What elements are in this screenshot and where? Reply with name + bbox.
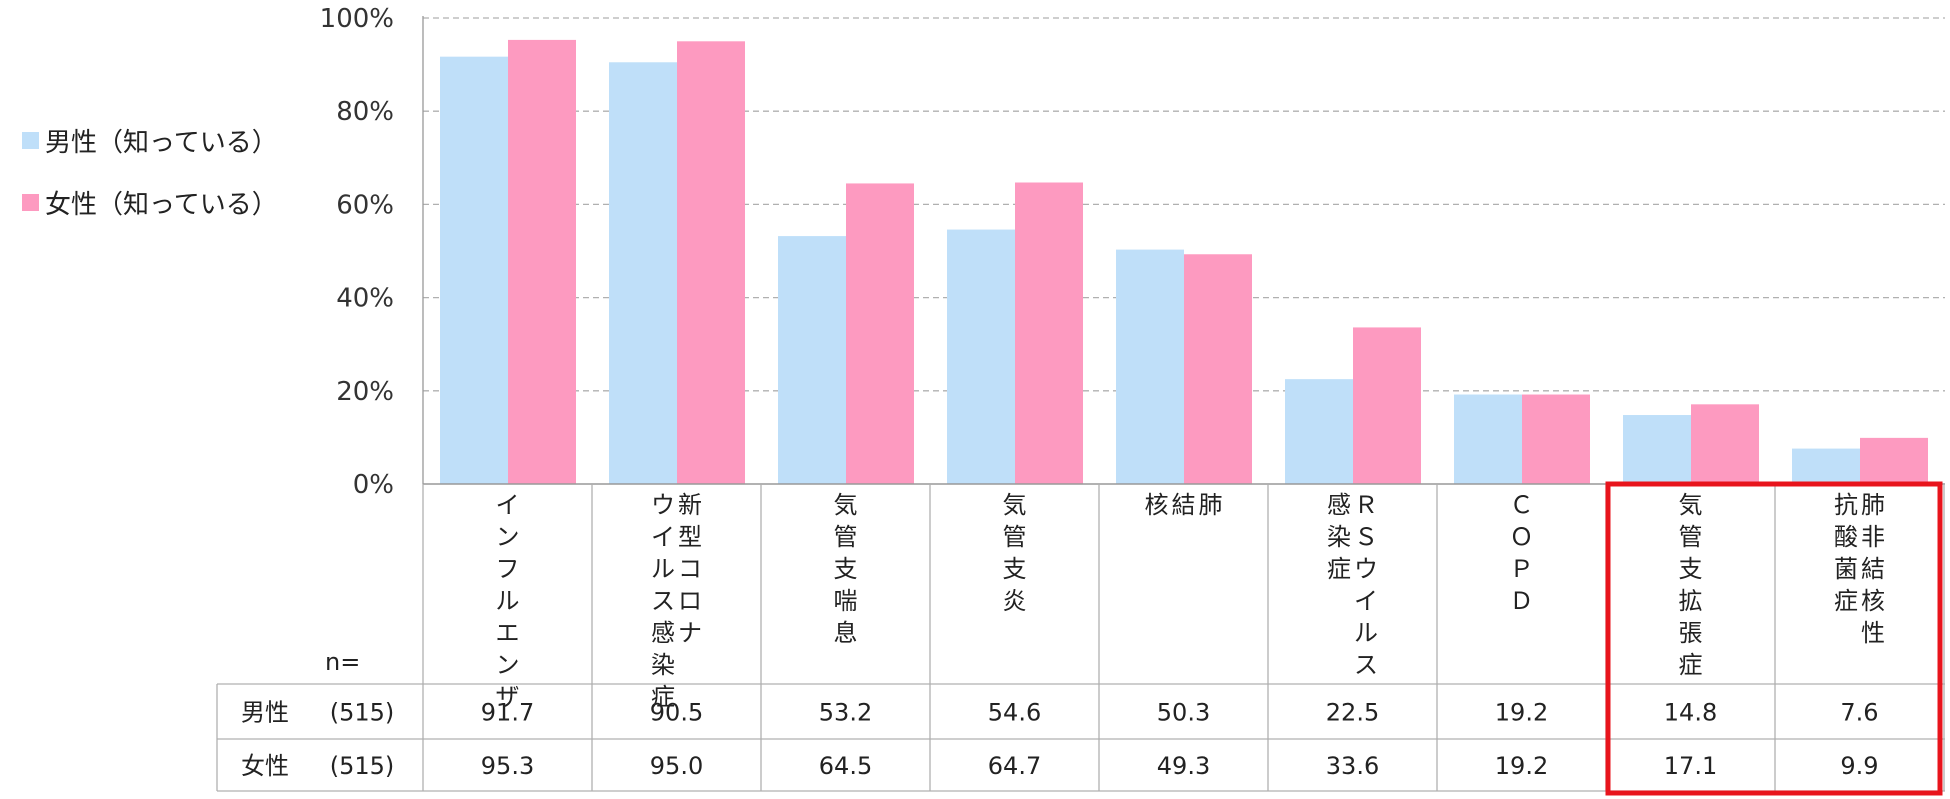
legend-swatch-female	[22, 193, 39, 211]
category-label: 気管支炎	[1003, 491, 1027, 615]
bar-male	[778, 236, 846, 484]
table-cell: 49.3	[1157, 752, 1210, 780]
category-label: 感染症	[1327, 491, 1351, 583]
table-cell: 33.6	[1326, 752, 1379, 780]
category-label: 抗酸菌症	[1834, 491, 1858, 615]
category-label: 肺	[1199, 491, 1223, 519]
bar-male	[947, 229, 1015, 484]
y-tick-label: 60%	[336, 190, 394, 220]
bar-male	[440, 56, 508, 484]
bar-male	[609, 62, 677, 485]
table-cell: 50.3	[1157, 699, 1210, 727]
category-label: ＣＯＰＤ	[1510, 491, 1534, 615]
table-cell: 19.2	[1495, 752, 1548, 780]
bar-female	[1184, 254, 1252, 484]
table-row-n: (515)	[330, 752, 395, 780]
table-cell: 22.5	[1326, 699, 1379, 727]
bar-male	[1792, 448, 1860, 484]
table-cell: 14.8	[1664, 699, 1717, 727]
bar-female	[846, 183, 914, 484]
bar-female	[677, 41, 745, 485]
bar-female	[1353, 327, 1421, 484]
table-cell: 91.7	[481, 699, 534, 727]
legend: 男性（知っている） 女性（知っている）	[22, 120, 278, 244]
y-tick-label: 20%	[336, 377, 394, 407]
y-tick-label: 0%	[353, 470, 394, 500]
table-cell: 54.6	[988, 699, 1041, 727]
bar-male	[1285, 379, 1353, 484]
category-label: 気管支拡張症	[1679, 491, 1703, 679]
category-label: ウイルス感染症	[651, 491, 675, 711]
legend-label-female: 女性（知っている）	[45, 189, 278, 220]
table-row-n: (515)	[330, 699, 395, 727]
category-label: 肺非結核性	[1861, 491, 1885, 647]
legend-item-female: 女性（知っている）	[22, 182, 278, 222]
table-cell: 64.7	[988, 752, 1041, 780]
legend-label-male: 男性（知っている）	[45, 127, 278, 158]
y-tick-label: 80%	[336, 97, 394, 127]
n-label: n=	[325, 648, 360, 676]
table-cell: 7.6	[1840, 699, 1878, 727]
table-cell: 19.2	[1495, 699, 1548, 727]
category-label: ＲＳウイルス	[1354, 491, 1378, 679]
category-label: インフルエンザ	[496, 491, 520, 711]
category-label: 結	[1172, 491, 1196, 519]
table-cell: 17.1	[1664, 752, 1717, 780]
y-tick-label: 100%	[320, 4, 394, 34]
table-cell: 95.0	[650, 752, 703, 780]
y-tick-label: 40%	[336, 284, 394, 314]
bar-male	[1623, 415, 1691, 484]
legend-swatch-male	[22, 131, 39, 149]
bar-female	[1860, 437, 1928, 484]
bar-female	[1522, 394, 1590, 484]
bar-female	[1015, 182, 1083, 485]
category-label: 新型コロナ	[678, 491, 702, 647]
table-cell: 9.9	[1840, 752, 1878, 780]
table-cell: 95.3	[481, 752, 534, 780]
bar-male	[1116, 249, 1184, 484]
bar-female	[1691, 404, 1759, 484]
table-row-label: 男性	[241, 699, 289, 727]
table-cell: 64.5	[819, 752, 872, 780]
table-row-label: 女性	[241, 752, 289, 780]
legend-item-male: 男性（知っている）	[22, 120, 278, 160]
table-cell: 90.5	[650, 699, 703, 727]
highlight-box	[1605, 481, 1943, 796]
bar-male	[1454, 394, 1522, 484]
category-label: 気管支喘息	[834, 491, 858, 647]
bar-female	[508, 39, 576, 484]
table-cell: 53.2	[819, 699, 872, 727]
category-label: 核	[1145, 491, 1169, 519]
